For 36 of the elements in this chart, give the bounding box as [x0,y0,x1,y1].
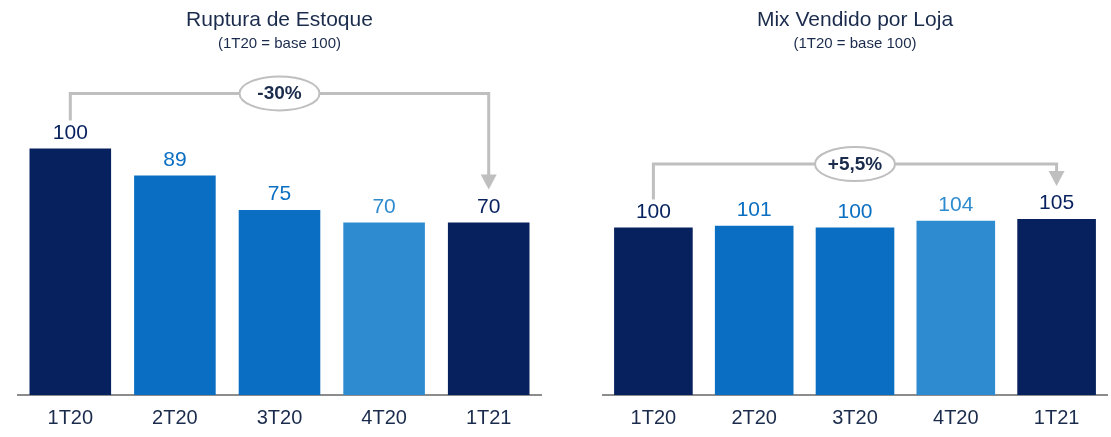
data-label: 101 [736,197,772,221]
data-label: 100 [52,119,88,143]
data-label: 100 [837,198,873,222]
data-label: 105 [1039,190,1075,214]
x-tick-label: 3T20 [832,405,878,428]
chart-subtitle: (1T20 = base 100) [218,34,341,52]
bar [916,220,996,395]
data-label: 70 [477,193,501,217]
x-tick-label: 3T20 [256,405,303,428]
bar [1017,219,1096,395]
data-label: 100 [635,198,671,222]
bar [238,210,321,395]
x-tick-label: 1T20 [630,405,677,428]
data-label: 75 [267,181,292,205]
bar [714,225,794,395]
bar [447,222,530,395]
bar [815,227,895,395]
bar [29,148,112,395]
text: -30% [257,82,302,105]
x-tick-label: 1T20 [47,405,94,428]
chart-subtitle: (1T20 = base 100) [793,34,917,52]
x-tick-label: 2T20 [731,405,777,428]
bar [134,175,216,395]
data-label: 89 [163,146,187,170]
data-label: 70 [372,193,396,217]
chart-title: Mix Vendido por Loja [756,7,954,31]
data-label: 104 [938,192,974,216]
text: +5,5% [827,153,883,176]
bar [343,222,425,395]
bar [614,227,693,395]
x-tick-label: 4T20 [361,405,407,428]
x-tick-label: 1T21 [465,405,512,428]
x-tick-label: 4T20 [933,405,979,428]
x-tick-label: 2T20 [152,405,198,428]
chart-title: Ruptura de Estoque [186,7,373,31]
x-tick-label: 1T21 [1033,405,1080,428]
